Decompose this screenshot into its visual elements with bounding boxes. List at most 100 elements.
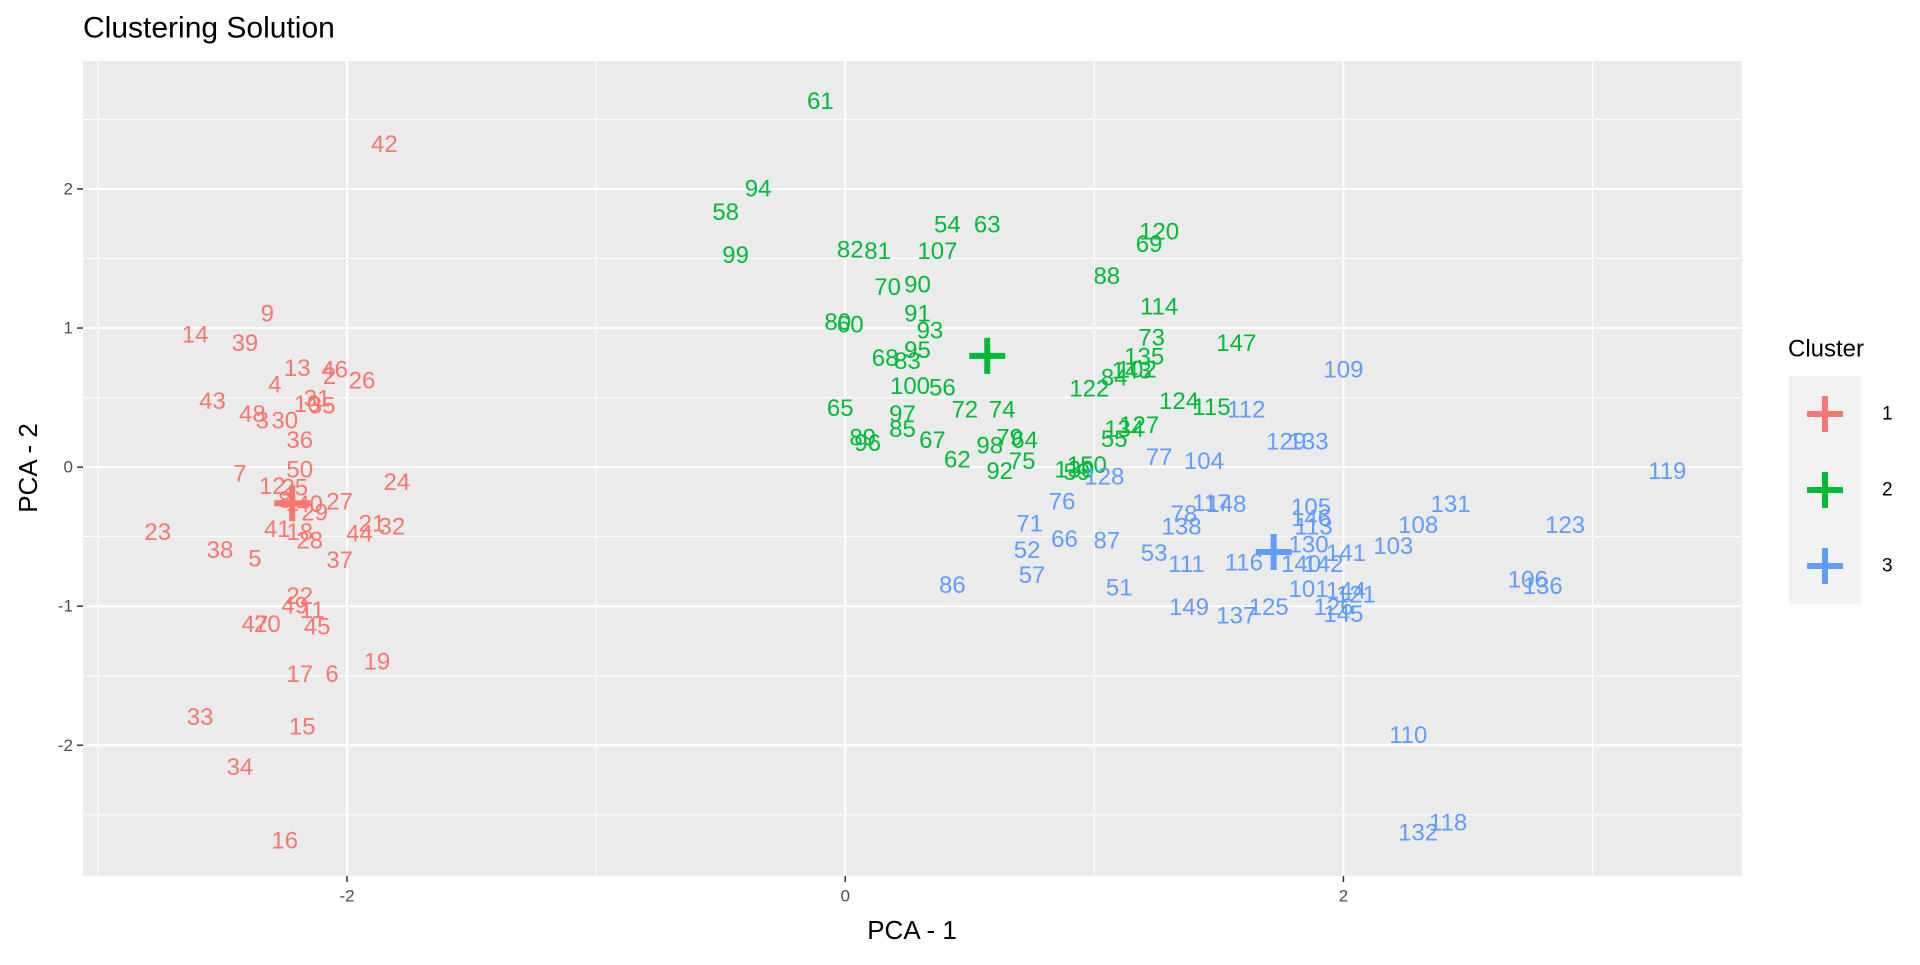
point-label: 64: [1011, 427, 1038, 454]
point-label: 68: [872, 345, 899, 372]
legend-label: 1: [1882, 404, 1893, 425]
point-label: 143: [1112, 358, 1152, 385]
point-label: 101: [1289, 576, 1329, 603]
point-label: 15: [289, 714, 316, 741]
point-label: 71: [1016, 511, 1043, 538]
point-label: 9: [261, 301, 274, 328]
point-label: 96: [854, 430, 881, 457]
point-label: 126: [1313, 594, 1353, 621]
point-label: 89: [849, 424, 876, 451]
point-label: 114: [1140, 294, 1178, 321]
legend-marker: [1807, 548, 1843, 584]
point-label: 27: [326, 488, 353, 515]
point-label: 22: [286, 583, 313, 610]
point-label: 139: [1054, 456, 1094, 483]
point-label: 103: [1373, 533, 1413, 560]
point-label: 7: [233, 461, 246, 488]
point-label: 19: [364, 648, 391, 675]
point-label: 135: [1124, 344, 1164, 371]
point-label: 70: [874, 274, 901, 301]
point-label: 132: [1398, 819, 1438, 846]
point-label: 58: [712, 199, 739, 226]
point-label: 52: [1014, 537, 1041, 564]
point-label: 72: [951, 397, 978, 424]
point-label: 90: [904, 271, 931, 298]
point-label: 82: [837, 237, 864, 264]
point-label: 117: [1192, 490, 1230, 517]
point-label: 76: [1049, 488, 1076, 515]
point-label: 12: [259, 473, 286, 500]
point-label: 100: [890, 373, 930, 400]
point-label: 118: [1429, 810, 1467, 837]
point-label: 146: [1291, 505, 1331, 532]
point-label: 31: [304, 385, 331, 412]
point-label: 87: [1093, 527, 1120, 554]
point-label: 110: [1389, 722, 1427, 749]
point-label: 67: [919, 427, 946, 454]
point-label: 105: [1291, 494, 1331, 521]
legend-label: 2: [1882, 480, 1893, 501]
point-label: 11: [300, 597, 325, 624]
point-label: 74: [989, 397, 1016, 424]
point-label: 63: [974, 212, 1001, 239]
x-tick-label: -2: [339, 887, 354, 906]
point-label: 127: [1119, 412, 1159, 439]
point-label: 131: [1431, 491, 1471, 518]
point-label: 34: [227, 754, 254, 781]
point-label: 61: [807, 88, 834, 115]
centroid: [274, 485, 311, 522]
point-label: 124: [1159, 388, 1199, 415]
point-label: 55: [1101, 426, 1128, 453]
point-label: 75: [1009, 448, 1036, 475]
point-label: 62: [944, 447, 971, 474]
point-label: 5: [248, 545, 261, 572]
point-label: 73: [1138, 324, 1165, 351]
point-label: 136: [1523, 573, 1563, 600]
point-label: 86: [939, 572, 966, 599]
x-tick-label: 2: [1339, 887, 1348, 906]
point-label: 4: [268, 372, 281, 399]
point-label: 150: [1067, 452, 1107, 479]
point-label: 20: [254, 611, 281, 638]
point-label: 93: [917, 317, 944, 344]
point-label: 18: [286, 519, 313, 546]
point-label: 53: [1141, 540, 1168, 567]
point-label: 26: [349, 367, 376, 394]
point-label: 44: [346, 520, 373, 547]
point-label: 134: [1104, 416, 1144, 443]
point-label: 54: [934, 212, 961, 239]
point-label: 6: [325, 661, 338, 688]
point-label: 98: [976, 433, 1003, 460]
point-label: 33: [187, 704, 214, 731]
legend-marker: [1807, 472, 1843, 508]
point-label: 140: [1281, 551, 1321, 578]
y-tick-label: 0: [64, 458, 73, 477]
point-label: 104: [1184, 448, 1224, 475]
point-label: 83: [894, 348, 921, 375]
point-label: 32: [379, 513, 406, 540]
point-label: 148: [1206, 491, 1246, 518]
point-label: 30: [271, 408, 298, 435]
point-label: 10: [294, 391, 321, 418]
x-tick-label: 0: [841, 887, 850, 906]
point-label: 41: [264, 516, 291, 543]
point-label: 141: [1326, 540, 1366, 567]
point-label: 17: [286, 661, 313, 688]
legend-label: 3: [1882, 556, 1893, 577]
point-label: 43: [199, 388, 226, 415]
point-label: 107: [917, 238, 957, 265]
point-label: 85: [889, 416, 916, 443]
point-label: 123: [1545, 512, 1585, 539]
point-label: 48: [239, 401, 266, 428]
point-label: 45: [304, 614, 331, 641]
point-label: 112: [1227, 397, 1265, 424]
point-label: 37: [326, 547, 353, 574]
point-label: 81: [864, 238, 891, 265]
point-label: 84: [1101, 365, 1128, 392]
point-label: 38: [207, 537, 234, 564]
legend-title: Cluster: [1788, 336, 1864, 363]
point-label: 92: [986, 458, 1013, 485]
point-label: 50: [286, 456, 313, 483]
point-label: 120: [1139, 219, 1179, 246]
